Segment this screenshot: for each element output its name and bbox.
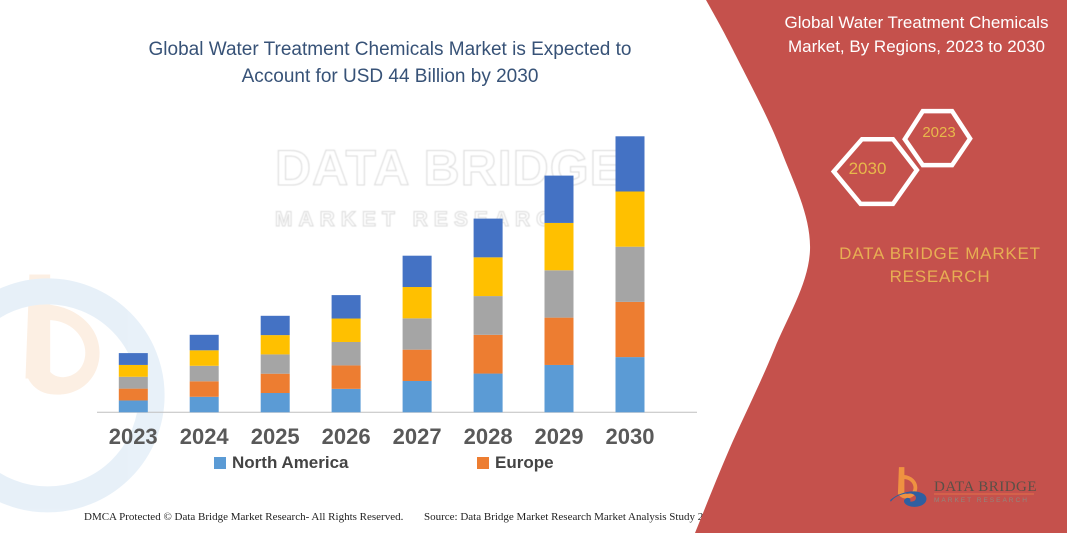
svg-text:Europe: Europe — [495, 453, 554, 472]
svg-text:2025: 2025 — [251, 424, 300, 449]
svg-text:2030: 2030 — [606, 424, 655, 449]
svg-text:MARKET RESEARCH: MARKET RESEARCH — [934, 497, 1029, 504]
svg-text:2029: 2029 — [535, 424, 584, 449]
svg-text:2026: 2026 — [322, 424, 371, 449]
svg-text:DATA BRIDGE: DATA BRIDGE — [934, 479, 1037, 495]
svg-text:2028: 2028 — [464, 424, 513, 449]
svg-text:2027: 2027 — [393, 424, 442, 449]
svg-text:2024: 2024 — [180, 424, 230, 449]
svg-text:North America: North America — [232, 453, 349, 472]
svg-text:2023: 2023 — [109, 424, 158, 449]
